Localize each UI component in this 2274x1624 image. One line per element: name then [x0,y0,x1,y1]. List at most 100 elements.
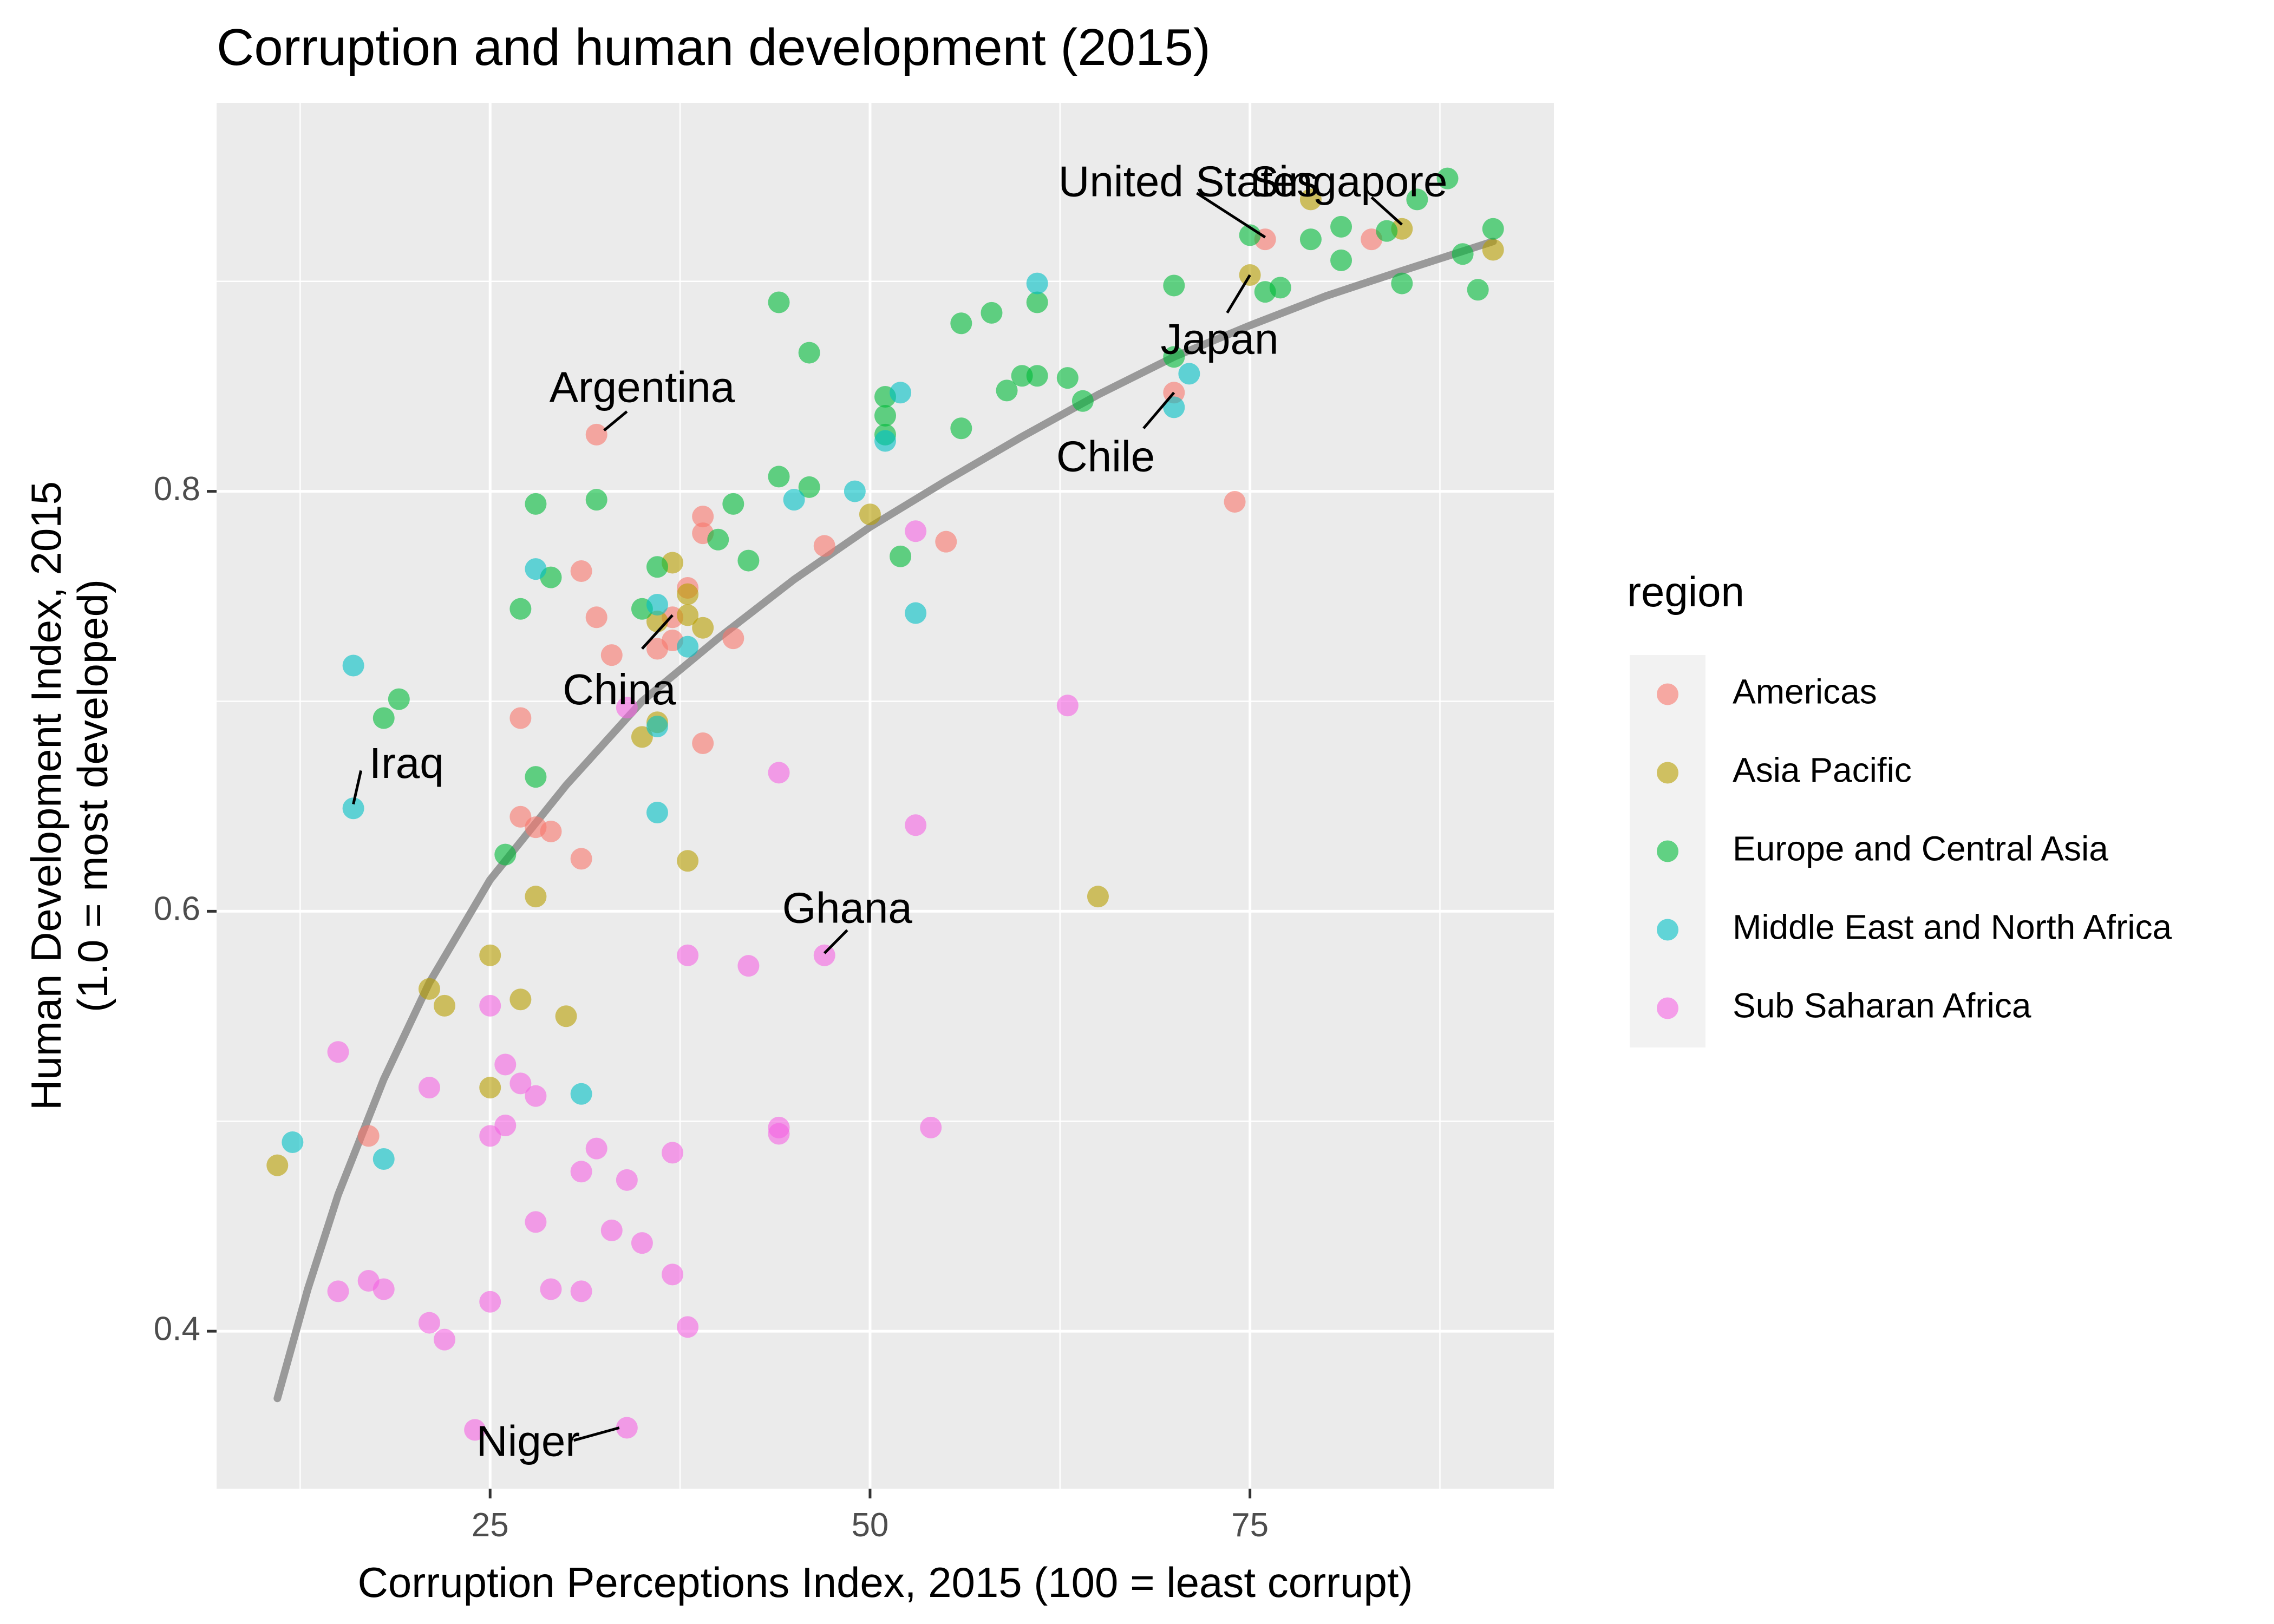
data-point [282,1131,304,1153]
legend-label: Sub Saharan Africa [1733,986,2031,1025]
data-point [631,1232,653,1254]
data-point [874,430,896,452]
data-point [677,583,699,605]
legend-label: Europe and Central Asia [1733,829,2108,868]
data-point [890,382,912,404]
data-point [525,558,547,580]
y-axis: 0.4 0.6 0.8 [154,470,217,1347]
y-tick-label: 0.8 [154,470,200,508]
data-point [1087,886,1109,908]
annotation-leader-line [641,614,674,650]
x-axis-title: Corruption Perceptions Index, 2015 (100 … [358,1558,1413,1606]
y-tick-label: 0.6 [154,890,200,928]
data-point [555,1005,577,1027]
data-point [509,1072,532,1095]
data-point [662,1142,684,1164]
y-tick-label: 0.4 [154,1310,200,1347]
data-point [434,1328,456,1351]
data-point [1436,167,1459,189]
data-point [357,1125,380,1147]
data-point [479,1125,501,1147]
data-point [692,506,714,528]
data-point [737,549,760,572]
data-point [479,944,501,966]
legend: region Americas Asia Pacific Europe and Ce… [1627,568,2172,1047]
data-point [525,1211,547,1233]
plot-panel [217,103,1554,1489]
legend-key [1657,683,1678,705]
data-point [920,1116,942,1138]
legend-label: Asia Pacific [1733,750,1912,789]
data-point [1482,218,1504,240]
data-point [905,602,927,624]
data-point [1406,188,1428,211]
data-point [525,886,547,908]
data-point [509,988,532,1011]
data-point [692,732,714,755]
legend-label: Middle East and North Africa [1733,907,2172,946]
legend-label: Americas [1733,672,1877,711]
series-1 [266,188,1504,1176]
data-point [570,560,592,582]
legend-title: region [1627,568,1744,615]
data-point [1056,367,1079,389]
annotation-label: Japan [1161,315,1279,363]
annotation-leader-line [1226,274,1251,314]
legend-key [1657,919,1678,941]
data-point [616,1417,638,1439]
data-point [570,1280,592,1302]
data-point [616,1169,638,1191]
data-point [1056,695,1079,717]
data-point [677,850,699,872]
data-point [600,1219,623,1241]
data-point [585,423,607,446]
data-point [373,1278,395,1300]
data-point [677,944,699,966]
data-point [570,1083,592,1105]
data-point [1224,490,1246,513]
data-point [677,636,699,658]
data-point [342,654,364,677]
data-point [509,598,532,620]
data-point [494,843,517,866]
data-point [509,707,532,729]
data-point [388,688,410,710]
data-point [494,1114,517,1136]
data-point [813,944,835,966]
data-point [905,814,927,836]
annotation-leader-line [823,929,848,954]
data-point [570,1161,592,1183]
data-point [1163,396,1185,418]
data-point [646,802,668,824]
data-point [1299,188,1322,211]
data-point [1178,363,1200,385]
y-axis-title-line-2: (1.0 = most developed) [69,579,116,1012]
annotation-label: Singapore [1250,157,1448,205]
data-point [1011,365,1033,387]
data-point [768,466,790,488]
data-point [677,1316,699,1338]
data-point [646,716,668,737]
data-point [950,417,972,440]
data-point [1452,243,1474,265]
annotation-leader-line [1370,196,1403,226]
data-point [342,797,364,820]
data-point [585,1137,607,1160]
x-tick-label: 75 [1231,1507,1269,1544]
annotation-leader-line [573,1426,620,1442]
data-point [935,531,957,553]
data-point [479,1291,501,1313]
data-point [1330,249,1352,271]
chart-title: Corruption and human development (2015) [217,18,1211,76]
data-point [1467,279,1489,301]
data-point [996,379,1018,402]
data-point [327,1280,349,1302]
data-point [874,404,896,427]
data-point [981,302,1003,324]
data-point [737,955,760,977]
data-point [692,617,714,639]
legend-key [1657,840,1678,862]
data-point [479,1077,501,1099]
series-3 [282,272,1200,1170]
